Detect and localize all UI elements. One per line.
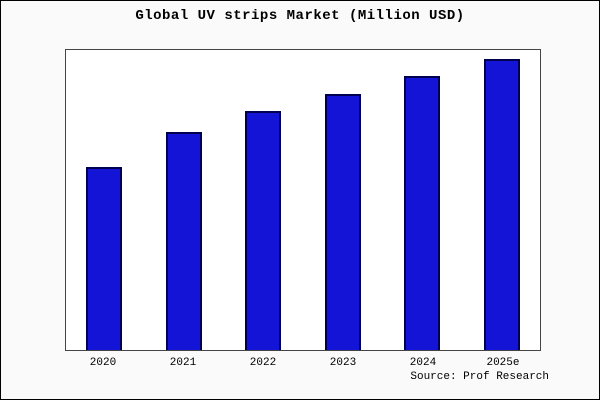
bar-2021 [165, 131, 202, 350]
x-tick-label-2020: 2020 [89, 357, 117, 369]
bar-slot [404, 50, 441, 350]
bar-slot [86, 50, 122, 350]
bar-slot [245, 50, 282, 350]
bar-2022 [245, 111, 282, 350]
x-tick-label-2022: 2022 [249, 357, 277, 369]
bar-slot [165, 50, 202, 350]
plot-area [65, 49, 541, 351]
x-axis-labels: 2020 2021 2022 2023 2024 2025e [65, 357, 541, 369]
bar-2023 [324, 93, 361, 350]
bar-slot [324, 50, 361, 350]
x-tick-label-2025e: 2025e [486, 357, 520, 369]
source-note: Source: Prof Research [410, 371, 549, 383]
bar-slot [483, 50, 520, 350]
bar-2020 [86, 166, 122, 350]
x-tick-label-2021: 2021 [169, 357, 197, 369]
bar-2024 [404, 76, 441, 350]
x-tick-label-2023: 2023 [329, 357, 357, 369]
chart-title: Global UV strips Market (Million USD) [135, 8, 465, 24]
bar-2025e [483, 58, 520, 350]
x-tick-label-2024: 2024 [409, 357, 437, 369]
